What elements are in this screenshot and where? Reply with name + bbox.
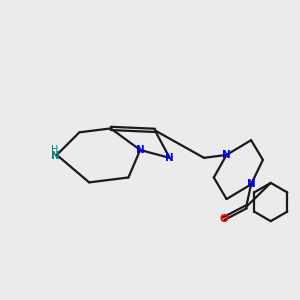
Text: H: H (51, 146, 58, 155)
Text: N: N (136, 145, 145, 155)
Text: O: O (219, 214, 228, 224)
Text: N: N (51, 152, 60, 161)
Text: N: N (222, 150, 231, 160)
Text: N: N (247, 179, 256, 189)
Text: N: N (165, 153, 174, 163)
